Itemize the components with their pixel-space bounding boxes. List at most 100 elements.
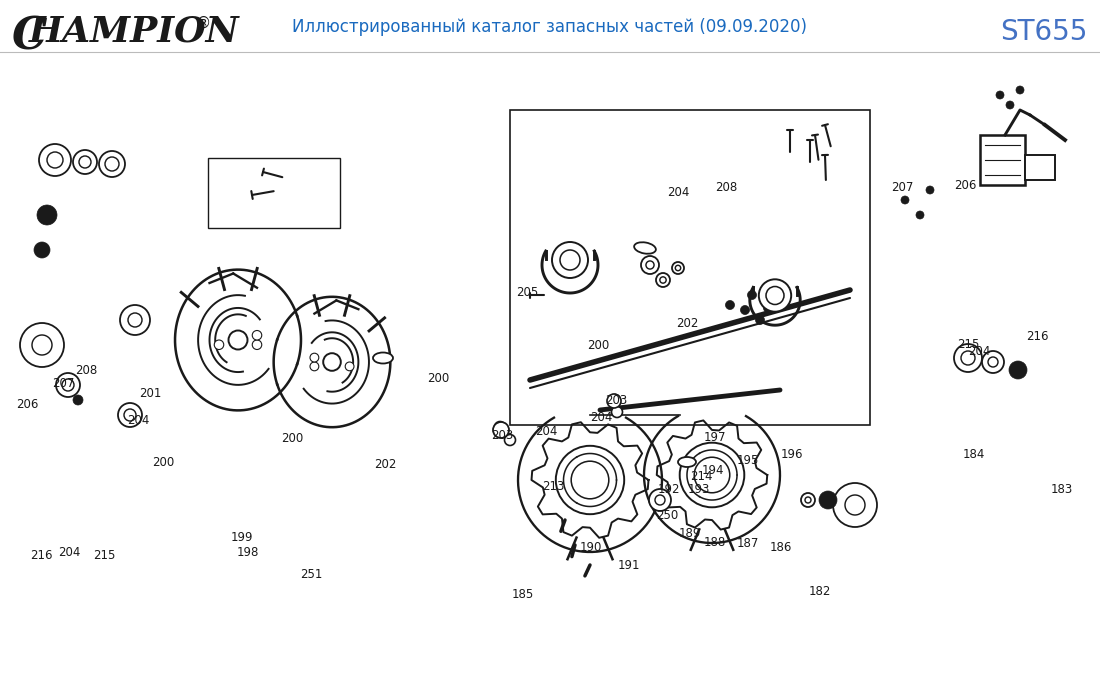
Circle shape — [505, 435, 516, 445]
Circle shape — [104, 157, 119, 171]
Text: 206: 206 — [955, 179, 977, 192]
Circle shape — [675, 265, 681, 271]
Circle shape — [654, 495, 666, 505]
Circle shape — [607, 394, 621, 408]
Text: 200: 200 — [587, 339, 609, 351]
Circle shape — [56, 373, 80, 397]
Circle shape — [996, 91, 1004, 99]
Circle shape — [820, 491, 837, 509]
Circle shape — [124, 409, 136, 421]
Circle shape — [552, 242, 589, 278]
Circle shape — [1009, 361, 1027, 379]
Circle shape — [801, 493, 815, 507]
Circle shape — [1006, 101, 1014, 109]
Circle shape — [609, 395, 620, 405]
Circle shape — [62, 379, 74, 391]
Text: 186: 186 — [770, 541, 792, 554]
Circle shape — [39, 144, 72, 176]
Circle shape — [954, 344, 982, 372]
Bar — [510, 110, 870, 425]
Text: 188: 188 — [704, 536, 726, 549]
Circle shape — [32, 335, 52, 355]
Text: ST655: ST655 — [1001, 18, 1088, 46]
Circle shape — [252, 340, 262, 349]
Text: 216: 216 — [31, 549, 53, 561]
Circle shape — [1016, 86, 1024, 94]
Text: 200: 200 — [427, 372, 449, 384]
Text: 198: 198 — [236, 547, 258, 559]
Circle shape — [252, 330, 262, 340]
Text: 250: 250 — [657, 510, 679, 522]
Text: 204: 204 — [128, 414, 150, 426]
Text: 200: 200 — [152, 456, 174, 468]
Text: 182: 182 — [808, 585, 830, 598]
Circle shape — [37, 205, 57, 225]
Circle shape — [649, 489, 671, 511]
Text: 185: 185 — [512, 589, 534, 601]
Ellipse shape — [634, 242, 656, 253]
Circle shape — [229, 330, 248, 349]
Text: 204: 204 — [58, 547, 80, 559]
Text: Иллюстрированный каталог запасных частей (09.09.2020): Иллюстрированный каталог запасных частей… — [293, 18, 807, 36]
Circle shape — [495, 421, 506, 433]
Circle shape — [961, 351, 975, 365]
Text: 200: 200 — [282, 433, 304, 445]
Circle shape — [73, 395, 82, 405]
Circle shape — [641, 256, 659, 274]
Text: 202: 202 — [374, 458, 396, 471]
Circle shape — [982, 351, 1004, 373]
Bar — [980, 135, 1025, 185]
Circle shape — [672, 262, 684, 274]
Circle shape — [214, 340, 223, 349]
Circle shape — [310, 362, 319, 371]
Circle shape — [763, 304, 772, 312]
Circle shape — [73, 150, 97, 174]
Ellipse shape — [678, 457, 696, 467]
Text: 214: 214 — [691, 470, 713, 482]
Text: 202: 202 — [676, 317, 698, 330]
Text: 203: 203 — [492, 429, 514, 442]
Text: 204: 204 — [536, 426, 558, 438]
Text: 190: 190 — [580, 541, 602, 554]
Text: ®: ® — [196, 16, 211, 31]
Text: 213: 213 — [542, 480, 564, 493]
Text: 204: 204 — [668, 186, 690, 199]
Text: 196: 196 — [781, 449, 803, 461]
Text: 208: 208 — [715, 181, 737, 194]
Circle shape — [901, 196, 909, 204]
Text: 187: 187 — [737, 538, 759, 550]
Bar — [208, 158, 340, 228]
Text: 183: 183 — [1050, 484, 1072, 496]
Circle shape — [99, 151, 125, 177]
Circle shape — [833, 483, 877, 527]
Text: 215: 215 — [957, 338, 979, 351]
Bar — [1025, 155, 1055, 180]
Circle shape — [345, 362, 354, 371]
Circle shape — [493, 422, 509, 438]
Text: 197: 197 — [704, 431, 726, 444]
Circle shape — [571, 461, 608, 499]
Circle shape — [560, 250, 580, 270]
Circle shape — [694, 457, 729, 493]
Text: 207: 207 — [53, 377, 75, 390]
Text: 184: 184 — [962, 449, 984, 461]
Text: 206: 206 — [16, 398, 38, 411]
Text: 208: 208 — [75, 365, 97, 377]
Text: 193: 193 — [688, 484, 710, 496]
Text: 195: 195 — [737, 454, 759, 467]
Circle shape — [680, 442, 745, 507]
Text: 216: 216 — [1026, 330, 1048, 342]
Circle shape — [656, 273, 670, 287]
Circle shape — [20, 323, 64, 367]
Circle shape — [79, 156, 91, 168]
Circle shape — [47, 152, 63, 168]
Text: 201: 201 — [140, 387, 162, 400]
Text: 204: 204 — [968, 345, 990, 358]
Text: 194: 194 — [702, 464, 724, 477]
Text: C: C — [12, 15, 47, 58]
Text: 199: 199 — [231, 531, 253, 544]
Text: 191: 191 — [618, 559, 640, 572]
Circle shape — [646, 261, 654, 269]
Text: 207: 207 — [891, 181, 913, 194]
Circle shape — [118, 403, 142, 427]
